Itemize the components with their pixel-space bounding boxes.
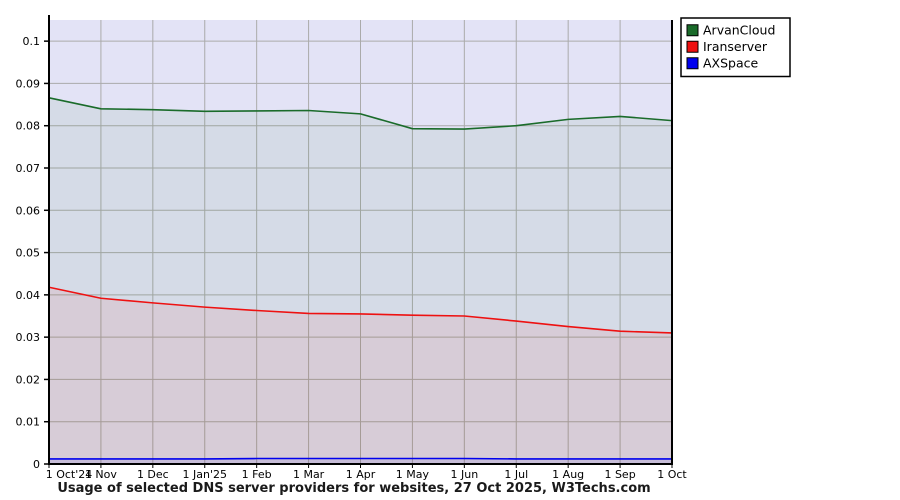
data-series-layer [48, 96, 673, 464]
y-tick-label: 0.1 [23, 35, 41, 48]
x-tick-label: 1 Aug [552, 468, 584, 481]
y-tick-label: 0.09 [16, 77, 41, 90]
chart-title: Usage of selected DNS server providers f… [57, 481, 650, 496]
x-tick-label: 1 Dec [137, 468, 169, 481]
y-tick-label: 0.02 [16, 373, 41, 386]
legend-swatch-arvancloud [686, 24, 699, 37]
x-tick-label: 1 Nov [85, 468, 117, 481]
y-tick-label: 0 [33, 458, 40, 471]
series-area-iranserver [49, 287, 672, 464]
x-tick-label: 1 Jan'25 [183, 468, 227, 481]
x-tick-label: 1 Mar [293, 468, 325, 481]
y-tick-label: 0.08 [16, 120, 41, 133]
y-axis-tick-labels: 0 0.01 0.02 0.03 0.04 0.05 0.06 0.07 0.08 0.09 0.1 [16, 35, 49, 471]
legend-label-arvancloud: ArvanCloud [703, 22, 775, 37]
y-tick-label: 0.01 [16, 416, 41, 429]
legend-label-axspace: AXSpace [703, 55, 759, 70]
legend-swatch-axspace [686, 57, 699, 70]
y-tick-label: 0.04 [16, 289, 41, 302]
x-axis-tick-labels: 1 Oct'241 Nov 1 Dec 1 Jan'25 1 Feb 1 Mar 1 Ap… [46, 464, 687, 481]
x-tick-label: 1 Feb [242, 468, 272, 481]
series-line-arvancloud [48, 96, 673, 130]
x-tick-label: 1 Jul [504, 468, 528, 481]
y-tick-label: 0.06 [16, 204, 41, 217]
x-tick-label: 1 Apr [346, 468, 376, 481]
series-line-iranserver [48, 286, 673, 336]
series-area-axspace [49, 458, 672, 464]
legend-swatch-iranserver [686, 40, 699, 53]
legend-box [680, 17, 791, 78]
series-area-arvancloud [49, 97, 672, 464]
x-tick-label: 1 Sep [604, 468, 635, 481]
y-tick-label: 0.05 [16, 247, 41, 260]
y-tick-label: 0.07 [16, 162, 41, 175]
y-tick-label: 0.03 [16, 331, 41, 344]
x-tick-label: 1 Oct [657, 468, 687, 481]
x-tick-label: 1 Oct'24 [46, 468, 93, 481]
legend-label-iranserver: Iranserver [703, 39, 768, 54]
x-tick-label: 1 Jun [450, 468, 478, 481]
x-tick-label: 1 May [396, 468, 430, 481]
